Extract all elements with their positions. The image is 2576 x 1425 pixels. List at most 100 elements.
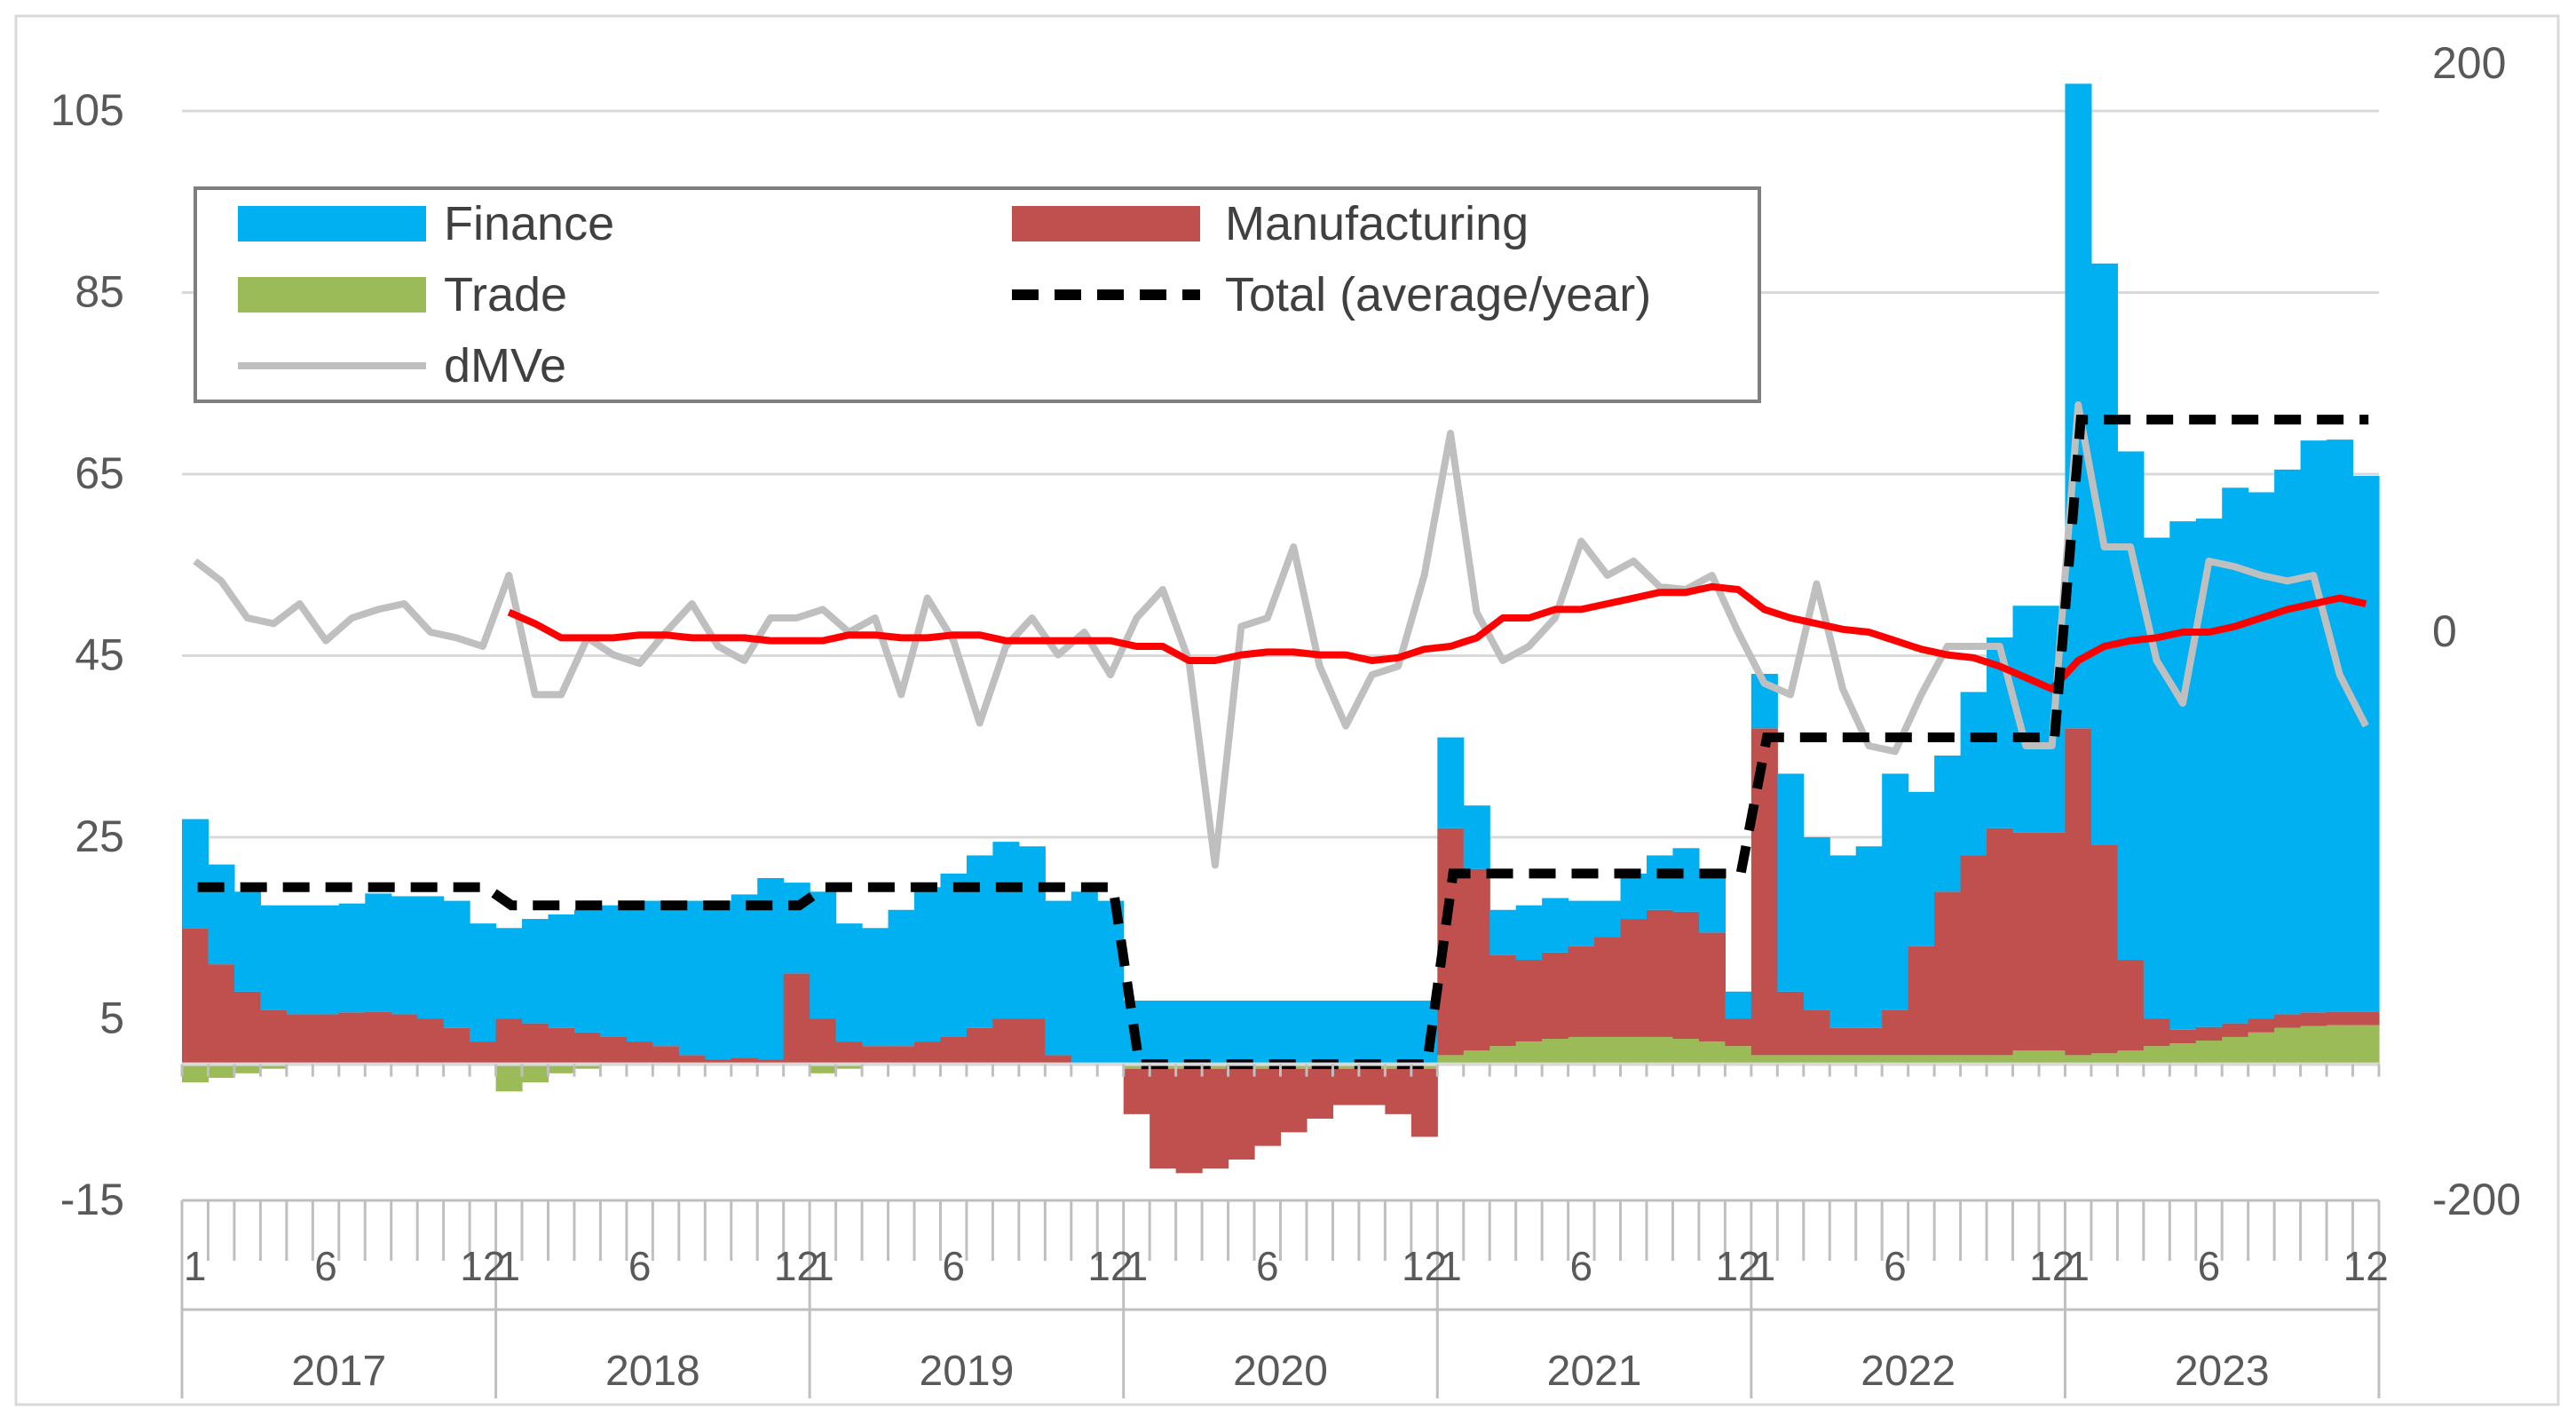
finance-bar [260, 905, 288, 1010]
trade-bar [182, 1064, 209, 1083]
month-label: 6 [1256, 1243, 1279, 1289]
trade-bar [1777, 1055, 1805, 1065]
finance-bar [2274, 469, 2302, 1015]
trade-bar [2327, 1025, 2354, 1065]
trade-bar [1542, 1038, 1569, 1065]
trade-bar [2169, 1043, 2197, 1065]
manufacturing-bar [862, 1046, 889, 1065]
finance-bar [1803, 837, 1830, 1010]
manufacturing-bar [2117, 960, 2145, 1051]
manufacturing-bar [1568, 946, 1595, 1037]
finance-bar [1960, 692, 1987, 856]
manufacturing-bar [1489, 954, 1517, 1047]
trade-bar [495, 1064, 523, 1092]
manufacturing-bar [2248, 1018, 2275, 1033]
manufacturing-bar [2195, 1026, 2223, 1041]
finance-bar [286, 905, 313, 1015]
manufacturing-bar [1358, 1068, 1386, 1105]
manufacturing-bar [338, 1012, 366, 1065]
left-tick-label: 105 [51, 85, 124, 135]
trade-bar [1908, 1055, 1935, 1065]
legend-swatch-finance [238, 206, 426, 241]
year-label: 2019 [920, 1348, 1015, 1395]
trade-bar [1437, 1055, 1465, 1065]
manufacturing-bar [626, 1041, 653, 1065]
trade-bar [1647, 1036, 1674, 1065]
trade-bar [233, 1064, 261, 1073]
month-label: 1 [2066, 1243, 2090, 1289]
manufacturing-bar [1803, 1009, 1830, 1056]
finance-bar [1620, 873, 1648, 920]
finance-bar [2117, 451, 2145, 961]
manufacturing-bar [2300, 1012, 2327, 1026]
trade-bar [1803, 1055, 1830, 1065]
manufacturing-bar [1306, 1068, 1334, 1119]
trade-bar [1934, 1055, 1962, 1065]
manufacturing-bar [495, 1018, 523, 1065]
trade-bar [2090, 1053, 2118, 1065]
finance-bar [626, 900, 653, 1042]
manufacturing-bar [2222, 1023, 2249, 1037]
month-label: 6 [2198, 1243, 2221, 1289]
left-tick-label: 45 [75, 630, 124, 680]
left-tick-label: 25 [75, 811, 124, 861]
manufacturing-bar [940, 1036, 968, 1065]
finance-bar [1777, 773, 1805, 992]
manufacturing-bar [1202, 1068, 1229, 1169]
finance-bar [2352, 476, 2380, 1012]
finance-bar [862, 928, 889, 1047]
month-label: 12 [774, 1243, 819, 1289]
manufacturing-bar [1725, 1018, 1752, 1047]
finance-bar [1071, 891, 1098, 1065]
manufacturing-bar [2065, 728, 2092, 1056]
finance-bar [365, 893, 392, 1012]
finance-bar [2222, 487, 2249, 1024]
finance-bar [233, 891, 261, 992]
finance-bar [835, 923, 863, 1042]
manufacturing-bar [1908, 946, 1935, 1056]
manufacturing-bar [1280, 1068, 1308, 1133]
trade-bar [1515, 1041, 1543, 1065]
manufacturing-bar [182, 928, 209, 1065]
month-label: 6 [1570, 1243, 1593, 1289]
finance-bar [1568, 900, 1595, 946]
trade-bar [1882, 1055, 1909, 1065]
trade-bar [1463, 1050, 1490, 1065]
finance-bar [1280, 1001, 1308, 1065]
manufacturing-bar [1410, 1068, 1438, 1137]
stacked-areas [182, 83, 2380, 1174]
manufacturing-bar [443, 1027, 470, 1065]
finance-bar [208, 864, 235, 965]
axes: -15 5 25 45 65 85 105 -200 0 200 1 6 12 2017 1 6 12 2018 1… [51, 38, 2521, 1398]
legend-label: Finance [444, 197, 614, 250]
manufacturing-bar [1620, 919, 1648, 1037]
year-label: 2023 [2175, 1348, 2270, 1395]
finance-bar [1175, 1001, 1203, 1065]
finance-bar [1882, 773, 1909, 1010]
manufacturing-bar [1987, 827, 2014, 1056]
legend: Finance Manufacturing Trade Total (average/… [194, 186, 1761, 403]
trade-bar [810, 1064, 837, 1073]
trade-bar [1829, 1055, 1857, 1065]
trade-bar [2012, 1050, 2040, 1065]
finance-bar [1829, 855, 1857, 1028]
finance-bar [966, 855, 993, 1028]
manufacturing-bar [365, 1011, 392, 1065]
month-label: 12 [2029, 1243, 2074, 1289]
manufacturing-bar [1594, 937, 1622, 1037]
manufacturing-bar [573, 1032, 602, 1065]
trade-bar [1620, 1036, 1648, 1065]
left-tick-label: 65 [75, 448, 124, 498]
finance-bar [391, 896, 418, 1015]
right-tick-label: -200 [2432, 1175, 2521, 1224]
trade-bar [2195, 1041, 2223, 1065]
finance-bar [2090, 263, 2118, 845]
legend-label: Trade [444, 268, 567, 321]
year-label: 2020 [1233, 1348, 1328, 1395]
manufacturing-bar [1463, 868, 1490, 1051]
finance-bar [1018, 846, 1046, 1019]
finance-bar [678, 900, 706, 1056]
trade-bar [1202, 1064, 1229, 1069]
manufacturing-bar [470, 1041, 497, 1065]
manufacturing-bar [1332, 1068, 1360, 1105]
